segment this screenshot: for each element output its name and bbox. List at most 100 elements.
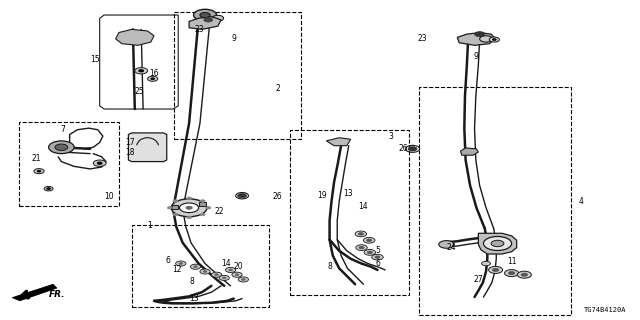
Text: 23: 23	[194, 25, 204, 34]
Text: 24: 24	[447, 243, 456, 252]
Polygon shape	[116, 29, 154, 45]
Bar	[290, 130, 410, 295]
Text: 9: 9	[232, 35, 237, 44]
Text: 6: 6	[166, 256, 170, 265]
Text: 22: 22	[214, 207, 224, 216]
Circle shape	[37, 170, 41, 172]
Circle shape	[481, 261, 490, 266]
Circle shape	[193, 266, 197, 268]
Circle shape	[222, 277, 226, 279]
Text: 26: 26	[399, 144, 408, 153]
Circle shape	[34, 169, 44, 174]
Circle shape	[186, 206, 192, 209]
Text: TG74B4120A: TG74B4120A	[584, 307, 627, 313]
Text: 19: 19	[317, 190, 326, 200]
Text: 5: 5	[376, 246, 380, 255]
Circle shape	[168, 206, 173, 209]
Circle shape	[219, 275, 229, 280]
Polygon shape	[189, 17, 221, 29]
Bar	[419, 87, 571, 315]
Polygon shape	[12, 284, 57, 301]
Circle shape	[238, 277, 248, 282]
Circle shape	[172, 199, 207, 217]
Circle shape	[203, 270, 207, 272]
Circle shape	[49, 141, 74, 154]
Text: 10: 10	[104, 192, 114, 201]
Polygon shape	[478, 233, 516, 254]
Text: 7: 7	[60, 125, 65, 134]
Circle shape	[358, 233, 364, 235]
Circle shape	[367, 251, 372, 254]
Circle shape	[139, 69, 144, 72]
Text: 18: 18	[125, 148, 135, 156]
Circle shape	[491, 240, 504, 247]
Circle shape	[235, 274, 239, 276]
Circle shape	[232, 272, 242, 277]
Text: 21: 21	[31, 154, 41, 163]
Polygon shape	[172, 204, 178, 209]
Text: 11: 11	[507, 258, 516, 267]
Circle shape	[364, 250, 376, 255]
Circle shape	[372, 254, 383, 260]
Circle shape	[488, 267, 502, 273]
Circle shape	[214, 274, 218, 276]
Circle shape	[151, 78, 155, 80]
Text: 20: 20	[234, 262, 243, 271]
Text: 13: 13	[343, 189, 353, 198]
Circle shape	[479, 36, 492, 42]
Circle shape	[495, 242, 500, 245]
Circle shape	[173, 200, 178, 202]
Text: 25: 25	[135, 87, 145, 96]
Text: 23: 23	[417, 35, 427, 44]
Circle shape	[135, 68, 148, 74]
Circle shape	[205, 206, 211, 209]
Circle shape	[492, 39, 496, 41]
Circle shape	[190, 264, 200, 269]
Circle shape	[508, 271, 515, 275]
Circle shape	[93, 160, 106, 166]
Bar	[174, 12, 301, 139]
Text: 14: 14	[358, 202, 368, 211]
Polygon shape	[129, 133, 167, 162]
Circle shape	[193, 9, 216, 21]
Text: 16: 16	[150, 69, 159, 78]
Text: 14: 14	[221, 259, 230, 268]
Text: 2: 2	[275, 84, 280, 93]
Circle shape	[211, 272, 221, 277]
Text: 17: 17	[125, 138, 135, 147]
Text: FR.: FR.	[49, 290, 65, 299]
Circle shape	[489, 37, 499, 42]
Text: 13: 13	[189, 294, 198, 303]
Text: 4: 4	[579, 197, 584, 206]
Circle shape	[200, 12, 210, 18]
Circle shape	[359, 246, 364, 249]
Text: 27: 27	[473, 275, 483, 284]
Polygon shape	[326, 138, 351, 146]
Circle shape	[504, 270, 518, 276]
Circle shape	[237, 194, 246, 198]
Circle shape	[175, 261, 186, 266]
Circle shape	[225, 268, 236, 272]
Text: 1: 1	[148, 221, 152, 230]
Text: 8: 8	[328, 262, 332, 271]
Polygon shape	[461, 148, 478, 155]
Circle shape	[148, 76, 158, 81]
Circle shape	[364, 237, 375, 243]
Text: 12: 12	[172, 265, 181, 275]
Circle shape	[375, 256, 380, 259]
Circle shape	[408, 147, 417, 151]
Circle shape	[474, 32, 484, 37]
Text: 6: 6	[376, 259, 380, 268]
Circle shape	[186, 216, 191, 219]
Text: 3: 3	[388, 132, 394, 140]
Circle shape	[44, 187, 53, 191]
Circle shape	[356, 245, 367, 251]
Circle shape	[492, 268, 499, 271]
Circle shape	[521, 273, 527, 276]
Circle shape	[212, 15, 223, 21]
Text: 9: 9	[473, 52, 478, 61]
Text: 15: 15	[90, 55, 100, 64]
Circle shape	[204, 18, 212, 22]
Circle shape	[367, 239, 372, 242]
Text: 26: 26	[272, 192, 282, 201]
